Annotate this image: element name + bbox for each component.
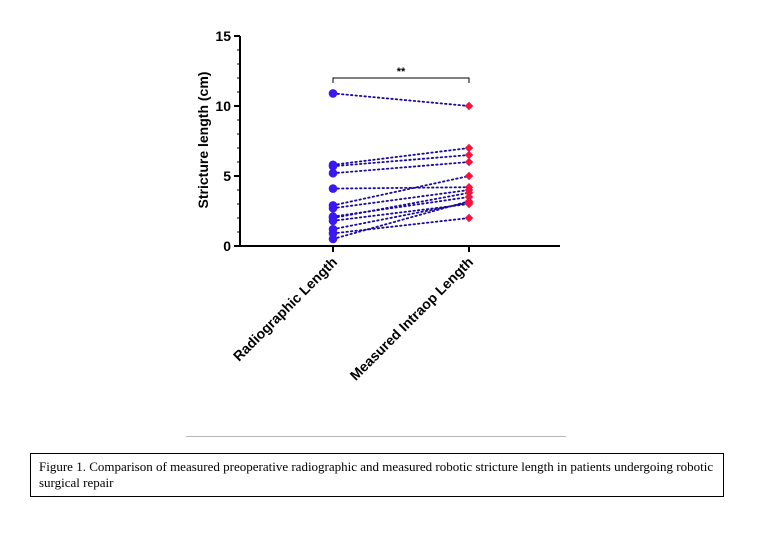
paired-connector-line: [332, 189, 470, 210]
figure-caption: Figure 1. Comparison of measured preoper…: [30, 453, 724, 497]
chart: 0 5 10 15 Radiographic Length Measured Intrao…: [195, 28, 560, 383]
paired-connector-line: [332, 147, 470, 166]
intraop-point: [464, 188, 474, 197]
intraop-point: [464, 101, 474, 111]
significance-bracket: **: [332, 66, 470, 83]
paired-connector-line: [332, 186, 470, 190]
y-tick-label: 15: [215, 28, 231, 44]
significance-label: **: [397, 66, 406, 78]
paired-connector-line: [332, 201, 470, 231]
intraop-point: [464, 213, 474, 223]
bracket-line: [332, 77, 470, 83]
paired-connector-line: [332, 175, 470, 207]
y-axis-label: Stricture length (cm): [195, 72, 211, 209]
intraop-point: [464, 171, 474, 181]
axes: 0 5 10 15 Radiographic Length Measured Intrao…: [215, 28, 560, 383]
y-tick-label: 5: [223, 168, 231, 184]
radiographic-point: [328, 216, 338, 226]
paired-connector-line: [332, 161, 470, 175]
intraop-point: [464, 143, 474, 153]
radiographic-point: [328, 203, 338, 213]
data-points: [328, 89, 474, 244]
paired-connector-line: [332, 217, 470, 235]
paired-connector-line: [332, 154, 470, 168]
radiographic-point: [328, 168, 338, 178]
paired-connector-line: [332, 92, 470, 107]
intraop-point: [464, 157, 474, 167]
divider: [186, 436, 566, 437]
paired-connector-line: [332, 200, 470, 240]
x-category-label: Measured Intraop Length: [347, 254, 477, 384]
y-tick-label: 0: [223, 238, 231, 254]
intraop-point: [464, 150, 474, 160]
radiographic-point: [328, 184, 338, 193]
y-tick-label: 10: [215, 98, 231, 114]
paired-connectors: [332, 92, 470, 240]
paired-connector-line: [332, 191, 470, 219]
intraop-point: [464, 197, 474, 206]
radiographic-point: [328, 161, 338, 171]
radiographic-point: [328, 234, 338, 244]
x-category-label: Radiographic Length: [230, 254, 340, 364]
radiographic-point: [328, 89, 338, 98]
